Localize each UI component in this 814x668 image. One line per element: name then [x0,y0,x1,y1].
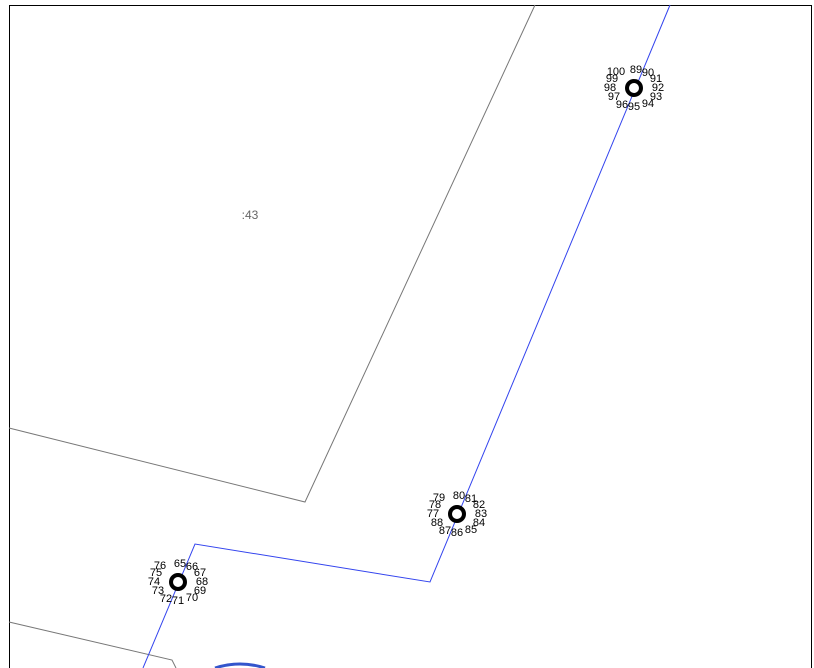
point-label: 71 [172,595,184,607]
survey-point [169,573,187,591]
point-label: 80 [453,490,465,502]
point-label: 66 [186,561,198,573]
point-label: 79 [433,492,445,504]
point-label: 74 [148,576,160,588]
point-label: 81 [465,493,477,505]
parcel-boundary [8,621,177,668]
point-label: 73 [152,585,164,597]
point-label: 93 [650,91,662,103]
point-label: 91 [650,73,662,85]
point-label: 89 [630,64,642,76]
point-label: 95 [628,101,640,113]
parcel-boundary [8,4,536,503]
point-label: 76 [154,560,166,572]
parcel-label: :43 [242,208,259,222]
point-label: 100 [607,66,625,78]
survey-point [625,79,643,97]
survey-point [448,505,466,523]
point-label: 70 [186,592,198,604]
point-label: 97 [608,91,620,103]
frame [9,5,812,668]
point-label: 67 [194,567,206,579]
point-label: 65 [174,558,186,570]
point-label: 77 [427,508,439,520]
point-label: 83 [475,508,487,520]
point-label: 90 [642,67,654,79]
point-label: 92 [652,82,664,94]
point-label: 72 [160,593,172,605]
point-label: 88 [431,517,443,529]
point-label: 86 [451,527,463,539]
point-label: 82 [473,499,485,511]
point-label: 85 [465,524,477,536]
point-label: 98 [604,82,616,94]
arc [214,662,266,668]
point-label: 78 [429,499,441,511]
point-label: 75 [150,567,162,579]
point-label: 68 [196,576,208,588]
point-label: 99 [606,73,618,85]
boundary-line [142,4,671,668]
point-label: 96 [616,99,628,111]
point-label: 69 [194,585,206,597]
point-label: 87 [439,525,451,537]
point-label: 94 [642,98,654,110]
point-label: 84 [473,517,485,529]
